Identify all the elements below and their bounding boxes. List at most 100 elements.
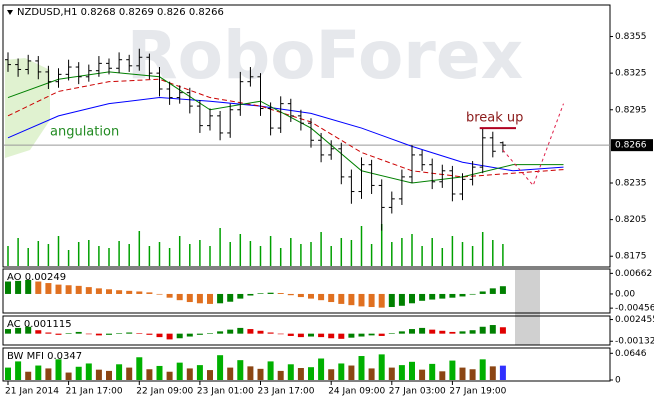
- ac-value: 0.001115: [24, 319, 72, 330]
- mfi-bar: [126, 367, 133, 380]
- histogram-bar: [106, 289, 112, 294]
- histogram-bar: [25, 326, 32, 334]
- mfi-bar: [55, 359, 62, 380]
- mfi-bar: [35, 365, 42, 380]
- histogram-bar: [429, 329, 436, 334]
- histogram-bar: [65, 333, 72, 334]
- histogram-bar: [176, 293, 183, 301]
- histogram-bar: [166, 293, 173, 298]
- histogram-bar: [227, 293, 234, 302]
- histogram-bar: [328, 333, 335, 339]
- mfi-bar: [358, 356, 365, 380]
- histogram-bar: [358, 333, 365, 337]
- y-tick-label: 0.8175: [615, 252, 647, 262]
- mfi-bar: [499, 365, 506, 380]
- histogram-bar: [348, 293, 355, 306]
- mfi-bar: [65, 372, 72, 380]
- symbol-icon: [7, 10, 13, 15]
- histogram-bar: [419, 327, 426, 334]
- mfi-label: BW MFI 0.0347: [7, 351, 82, 362]
- ao-label: AO 0.00249: [7, 272, 66, 283]
- histogram-bar: [126, 290, 133, 294]
- histogram-bar: [398, 293, 405, 306]
- histogram-bar: [186, 293, 193, 303]
- histogram-bar: [449, 331, 456, 334]
- histogram-bar: [15, 280, 22, 294]
- mfi-bar: [247, 366, 254, 380]
- histogram-bar: [479, 326, 486, 334]
- mfi-bar: [257, 368, 264, 380]
- histogram-bar: [146, 333, 153, 335]
- histogram-bar: [106, 333, 112, 335]
- y-tick-label: 0.8355: [615, 32, 647, 42]
- histogram-bar: [257, 293, 264, 294]
- histogram-bar: [378, 333, 385, 336]
- mfi-bar: [267, 361, 274, 380]
- mfi-bar: [489, 366, 496, 380]
- mfi-bar: [116, 364, 123, 380]
- histogram-bar: [499, 286, 506, 294]
- histogram-bar: [378, 293, 385, 308]
- histogram-bar: [287, 293, 294, 296]
- histogram-bar: [196, 293, 203, 304]
- alligator-line: [7, 97, 564, 172]
- mfi-bar: [196, 365, 203, 380]
- mfi-bar: [25, 371, 32, 380]
- histogram-bar: [116, 333, 123, 334]
- histogram-bar: [308, 293, 314, 299]
- last-close: 0.8266: [189, 7, 224, 18]
- histogram-bar: [95, 333, 102, 336]
- y-tick-label: 0.0646: [615, 349, 647, 359]
- histogram-bar: [388, 293, 395, 308]
- histogram-bar: [257, 330, 264, 334]
- x-tick-label: 21 Jan 17:00: [66, 387, 123, 397]
- mfi-bar: [136, 357, 143, 380]
- histogram-bar: [136, 291, 143, 294]
- mfi-bar: [95, 369, 102, 380]
- histogram-bar: [449, 293, 456, 298]
- histogram-bar: [297, 333, 304, 338]
- histogram-bar: [237, 327, 244, 334]
- histogram-bar: [35, 330, 42, 334]
- histogram-bar: [146, 292, 153, 294]
- histogram-bar: [368, 293, 375, 308]
- histogram-bar: [469, 293, 476, 295]
- annotation: angulation: [50, 125, 119, 140]
- mfi-bar: [439, 371, 446, 380]
- histogram-bar: [318, 333, 325, 338]
- chart-title: NZDUSD,H1 0.8268 0.8269 0.826 0.8266: [17, 7, 224, 18]
- last-high: 0.8269: [119, 7, 154, 18]
- histogram-bar: [65, 285, 72, 294]
- histogram-bar: [45, 283, 52, 294]
- mfi-bar: [75, 366, 82, 380]
- mfi-title: BW MFI: [7, 351, 44, 362]
- mfi-bar: [227, 367, 234, 380]
- histogram-bar: [156, 293, 163, 295]
- histogram-bar: [95, 288, 102, 294]
- x-tick-label: 24 Jan 09:00: [328, 387, 385, 397]
- mfi-bar: [459, 367, 466, 380]
- mfi-bar: [348, 365, 355, 380]
- histogram-bar: [136, 333, 143, 334]
- histogram-bar: [35, 281, 42, 294]
- x-tick-label: 23 Jan 01:00: [197, 387, 254, 397]
- ao-panel: [2, 268, 611, 314]
- mfi-bar: [419, 369, 426, 380]
- histogram-bar: [85, 333, 92, 335]
- x-tick-label: 27 Jan 03:00: [389, 387, 446, 397]
- mfi-bar: [287, 364, 294, 380]
- mfi-bar: [308, 367, 314, 380]
- symbol: NZDUSD,H1: [17, 7, 77, 18]
- mfi-panel: [2, 347, 611, 382]
- histogram-bar: [116, 290, 123, 294]
- mfi-bar: [85, 363, 92, 380]
- histogram-bar: [338, 333, 345, 339]
- histogram-bar: [388, 333, 395, 334]
- mfi-bar: [388, 367, 395, 380]
- alligator-line: [7, 71, 564, 184]
- mfi-value: 0.0347: [47, 351, 82, 362]
- x-tick-label: 27 Jan 19:00: [449, 387, 506, 397]
- mfi-bar: [237, 360, 244, 380]
- histogram-bar: [15, 327, 22, 334]
